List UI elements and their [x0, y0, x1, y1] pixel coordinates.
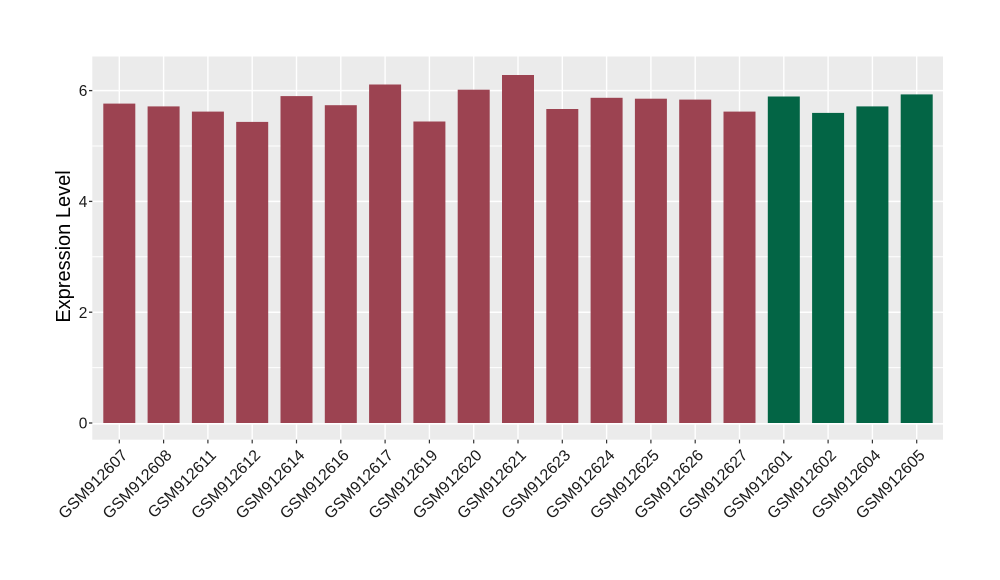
svg-text:0: 0	[79, 416, 88, 433]
svg-text:Expression Level: Expression Level	[53, 170, 75, 322]
svg-text:6: 6	[79, 83, 88, 100]
svg-text:2: 2	[79, 305, 88, 322]
svg-text:4: 4	[79, 194, 88, 211]
